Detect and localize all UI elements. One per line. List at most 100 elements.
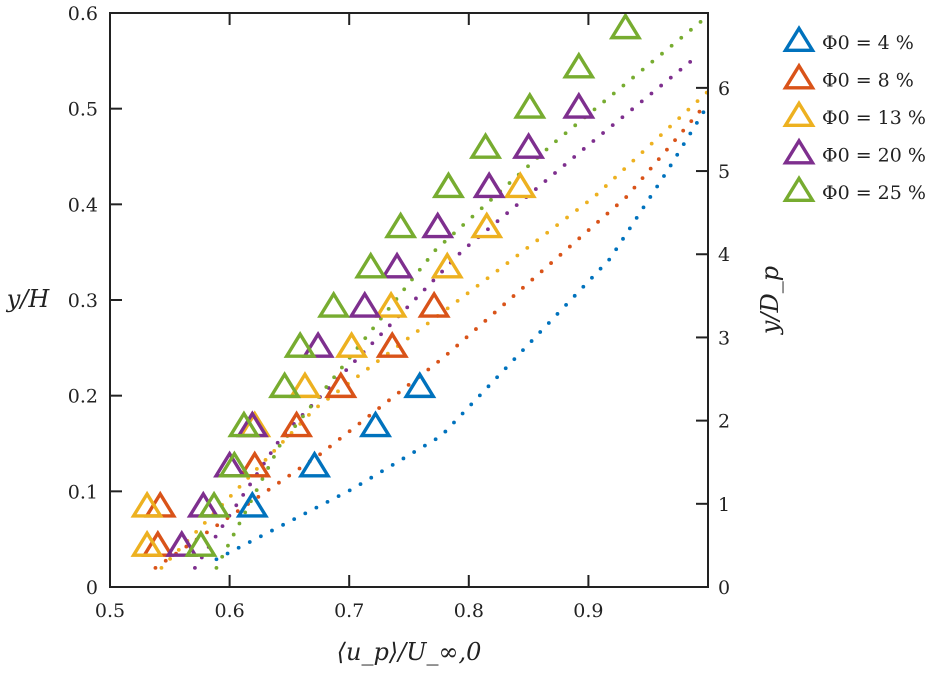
fit-dot — [214, 557, 219, 562]
fit-dot — [605, 211, 610, 216]
series-markers — [130, 171, 537, 557]
fit-dot — [314, 505, 319, 510]
fit-dot — [602, 99, 607, 104]
fit-dot — [639, 99, 644, 104]
fit-dot — [452, 420, 456, 425]
fit-dot — [193, 565, 197, 570]
fit-dot — [433, 248, 438, 253]
fit-dot — [443, 429, 448, 434]
fit-dot — [387, 398, 391, 403]
fit-dot — [477, 393, 482, 398]
fit-dot — [455, 298, 460, 303]
y-tick-label: 0.1 — [68, 481, 98, 503]
fit-dot — [573, 123, 578, 128]
fit-dot — [581, 147, 586, 151]
data-point — [297, 450, 332, 478]
y-tick-label: 0.3 — [68, 290, 98, 312]
fit-dot — [297, 466, 302, 471]
data-point — [130, 490, 164, 518]
fit-dot — [555, 223, 559, 228]
fit-dot — [611, 91, 616, 96]
fit-dot — [184, 544, 189, 549]
fit-dot — [689, 119, 694, 124]
data-point — [197, 490, 231, 518]
fit-dot — [272, 454, 276, 459]
fit-dot — [396, 390, 401, 395]
data-point — [317, 290, 351, 318]
fit-dot — [268, 451, 273, 456]
legend-marker-icon — [782, 62, 816, 90]
data-point — [358, 410, 393, 438]
fit-dot — [445, 306, 450, 311]
fit-dot — [631, 158, 636, 163]
fit-dot — [272, 448, 277, 453]
fit-dot — [337, 437, 342, 441]
fit-dot — [678, 67, 683, 72]
fit-dot — [402, 287, 407, 292]
legend: Φ0 = 4 % Φ0 = 8 % Φ0 = 13 % Φ0 = 20 % Φ0 = 2… — [782, 25, 926, 204]
fit-dot — [565, 215, 569, 220]
fit-curve — [214, 110, 706, 562]
fit-dot — [260, 477, 265, 481]
fit-dot — [293, 424, 298, 429]
fit-dot — [452, 231, 456, 236]
data-point — [470, 211, 504, 239]
fit-dot — [281, 522, 285, 527]
fit-dot — [263, 457, 268, 462]
fit-dot — [194, 529, 199, 534]
fit-dot — [486, 227, 490, 232]
fit-dot — [375, 359, 380, 364]
fit-dot — [405, 305, 410, 310]
x-ticks: 0.5 0.6 0.7 0.8 0.9 — [95, 13, 604, 622]
y-tick-label: 0.4 — [68, 194, 98, 216]
fit-dot — [486, 384, 491, 389]
fit-dot — [546, 321, 551, 325]
fit-dot — [308, 404, 313, 409]
fit-dot — [228, 493, 233, 498]
fit-dot — [336, 494, 341, 499]
data-point — [380, 251, 414, 279]
fit-dot — [325, 499, 330, 504]
fit-dot — [641, 205, 646, 210]
fit-dot — [502, 302, 507, 307]
fit-dot — [377, 406, 382, 410]
y-right-tick-label: 1 — [718, 494, 730, 516]
legend-marker-icon — [782, 25, 816, 53]
legend-label: Φ0 = 8 % — [822, 70, 914, 92]
fit-dot — [668, 124, 672, 129]
y-right-tick-label: 0 — [718, 577, 730, 599]
fit-dot — [202, 520, 207, 525]
fit-dot — [380, 469, 384, 474]
data-markers — [130, 12, 643, 557]
y-right-tick-label: 4 — [718, 244, 730, 266]
fit-dot — [422, 443, 427, 448]
x-tick-label: 0.8 — [454, 600, 484, 622]
legend-label: Φ0 = 25 % — [822, 182, 926, 204]
x-axis-label: ⟨u_p⟩/U_∞,0 — [337, 638, 482, 666]
fit-dot — [358, 482, 363, 487]
data-point — [280, 410, 314, 438]
fit-dot — [533, 187, 538, 191]
data-point — [184, 529, 218, 557]
fit-dot — [379, 332, 383, 337]
fit-dot — [442, 239, 447, 244]
fit-dot — [163, 558, 168, 563]
data-point — [469, 131, 503, 159]
fit-dot — [470, 214, 475, 219]
fit-dot — [681, 142, 686, 147]
fit-dot — [575, 208, 579, 212]
fit-dot — [367, 413, 372, 418]
data-point — [130, 529, 164, 557]
fit-dot — [465, 291, 470, 296]
fit-dot — [479, 206, 484, 211]
y-right-tick-label: 6 — [718, 78, 730, 100]
fit-dot — [543, 179, 548, 183]
data-point — [324, 371, 358, 399]
fit-dot — [592, 107, 597, 112]
fit-curve — [159, 90, 709, 570]
y-ticks-right: 0 1 2 3 4 5 6 — [696, 78, 730, 599]
data-point — [384, 211, 418, 239]
fit-dot — [563, 131, 568, 136]
data-point — [403, 371, 437, 399]
fit-dot — [669, 43, 674, 48]
